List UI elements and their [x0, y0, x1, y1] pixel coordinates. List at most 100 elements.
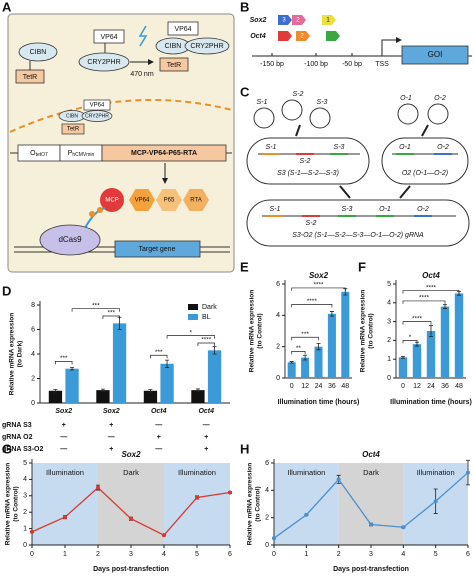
error-bar — [148, 389, 153, 393]
x-tick-label: 0 — [30, 551, 34, 558]
significance-label: *** — [92, 302, 100, 309]
error-bar — [53, 389, 58, 393]
region — [164, 463, 230, 545]
x-tick-label: 1 — [304, 551, 308, 558]
label: S-3 — [342, 206, 353, 213]
bar — [398, 357, 408, 378]
error-bar — [195, 388, 200, 392]
error-bar — [303, 354, 308, 361]
site — [278, 31, 292, 41]
y-tick-label: 6 — [265, 460, 269, 467]
significance-bracket — [55, 361, 73, 365]
error-bar — [165, 359, 170, 368]
arrow-head — [148, 59, 154, 65]
site-label: 2 — [300, 34, 304, 40]
label: CIBN — [30, 49, 47, 56]
table-cell: + — [109, 446, 113, 453]
significance-bracket — [197, 342, 215, 346]
label: TetR — [23, 74, 37, 81]
vector — [246, 137, 370, 185]
x-tick-label: 3 — [369, 551, 373, 558]
point — [63, 515, 67, 520]
significance-label: *** — [155, 349, 163, 356]
y-tick-label: 1 — [387, 356, 391, 363]
bar — [65, 368, 79, 403]
significance-bracket — [291, 304, 333, 308]
legend-label: Dark — [202, 304, 217, 311]
region — [98, 463, 164, 545]
legend-swatch — [188, 304, 198, 310]
cassette — [101, 144, 227, 162]
arrow — [339, 185, 351, 199]
bar — [426, 331, 436, 378]
x-axis-label: Days post-transfection — [333, 566, 409, 573]
cry2phr — [81, 110, 113, 122]
point — [162, 533, 166, 538]
label: CRY2PHR — [85, 113, 109, 119]
x-tick-label: 48 — [341, 383, 349, 390]
panel-label: F — [358, 259, 366, 274]
panel-c: S-1 S-2 S-3 O-1 O-2 S-1 S-2 S-3 S3 (S-1—… — [246, 91, 470, 247]
region — [274, 463, 339, 545]
x-tick-label: 1 — [63, 551, 67, 558]
label: 470 nm — [130, 71, 154, 78]
y-axis-label: Relative mRNA expression — [247, 463, 254, 546]
site — [326, 31, 340, 41]
table-cell: — — [60, 434, 67, 441]
x-tick-label: 0 — [272, 551, 276, 558]
table-cell: — — [155, 422, 162, 429]
error-bar — [316, 343, 321, 351]
chart: 0 2 4 6 8 Relative mRNA expression (to Dark) So… — [2, 301, 230, 453]
x-axis-label: Days post-transfection — [93, 566, 169, 573]
label: O2 (O-1—O-2) — [402, 170, 448, 177]
y-tick-label: 2 — [387, 337, 391, 344]
significance-label: **** — [412, 315, 423, 322]
y-tick-label: 2 — [265, 515, 269, 522]
table-cell: + — [62, 422, 66, 429]
label: O-1 — [400, 95, 412, 102]
vp64 — [83, 99, 111, 111]
x-tick-label: 4 — [162, 551, 166, 558]
table-cell: + — [109, 422, 113, 429]
x-tick-label: 36 — [328, 383, 336, 390]
arrow-head — [396, 37, 402, 43]
tetr — [61, 123, 85, 135]
point — [195, 495, 199, 500]
site — [292, 15, 306, 25]
error-bar — [100, 388, 105, 392]
significance-bracket — [402, 321, 432, 325]
label: S-1 — [270, 206, 281, 213]
significance-bracket — [402, 290, 460, 294]
label: S-1 — [266, 144, 277, 151]
label: P65 — [164, 198, 175, 204]
label: RTA — [190, 198, 201, 204]
bar — [287, 362, 296, 378]
point — [336, 477, 341, 482]
x-tick-label: Oct4 — [151, 408, 167, 415]
significance-bracket — [102, 315, 120, 320]
arrow — [399, 185, 411, 199]
table-row-label: gRNA S3-O2 — [2, 446, 43, 453]
point — [304, 512, 309, 517]
label: S3 (S-1—S-2—S-3) — [277, 170, 339, 177]
y-tick-label: 6 — [276, 281, 280, 288]
label: VP64 — [174, 26, 191, 33]
y-axis-label: Relative mRNA expression — [249, 290, 256, 373]
mcp-dot — [89, 211, 95, 217]
panel-label: H — [240, 441, 249, 456]
chart: Illumination Dark Illumination 0 2 4 6 Oct4 Rela… — [247, 450, 470, 573]
panel-label: B — [240, 0, 249, 14]
vp64 — [93, 29, 125, 44]
label: OtetO7 — [30, 150, 48, 158]
x-tick-label: 24 — [427, 383, 435, 390]
x-axis-label: Illumination time (hours) — [390, 399, 472, 406]
bar — [96, 390, 110, 403]
label: S-2 — [293, 91, 304, 98]
x-tick-label: 2 — [337, 551, 341, 558]
x-tick-label: 3 — [129, 551, 133, 558]
chart-title: Oct4 — [362, 450, 380, 459]
significance-bracket — [402, 300, 446, 304]
site — [322, 15, 336, 25]
y-tick-label: 4 — [265, 487, 269, 494]
table-cell: — — [203, 422, 210, 429]
